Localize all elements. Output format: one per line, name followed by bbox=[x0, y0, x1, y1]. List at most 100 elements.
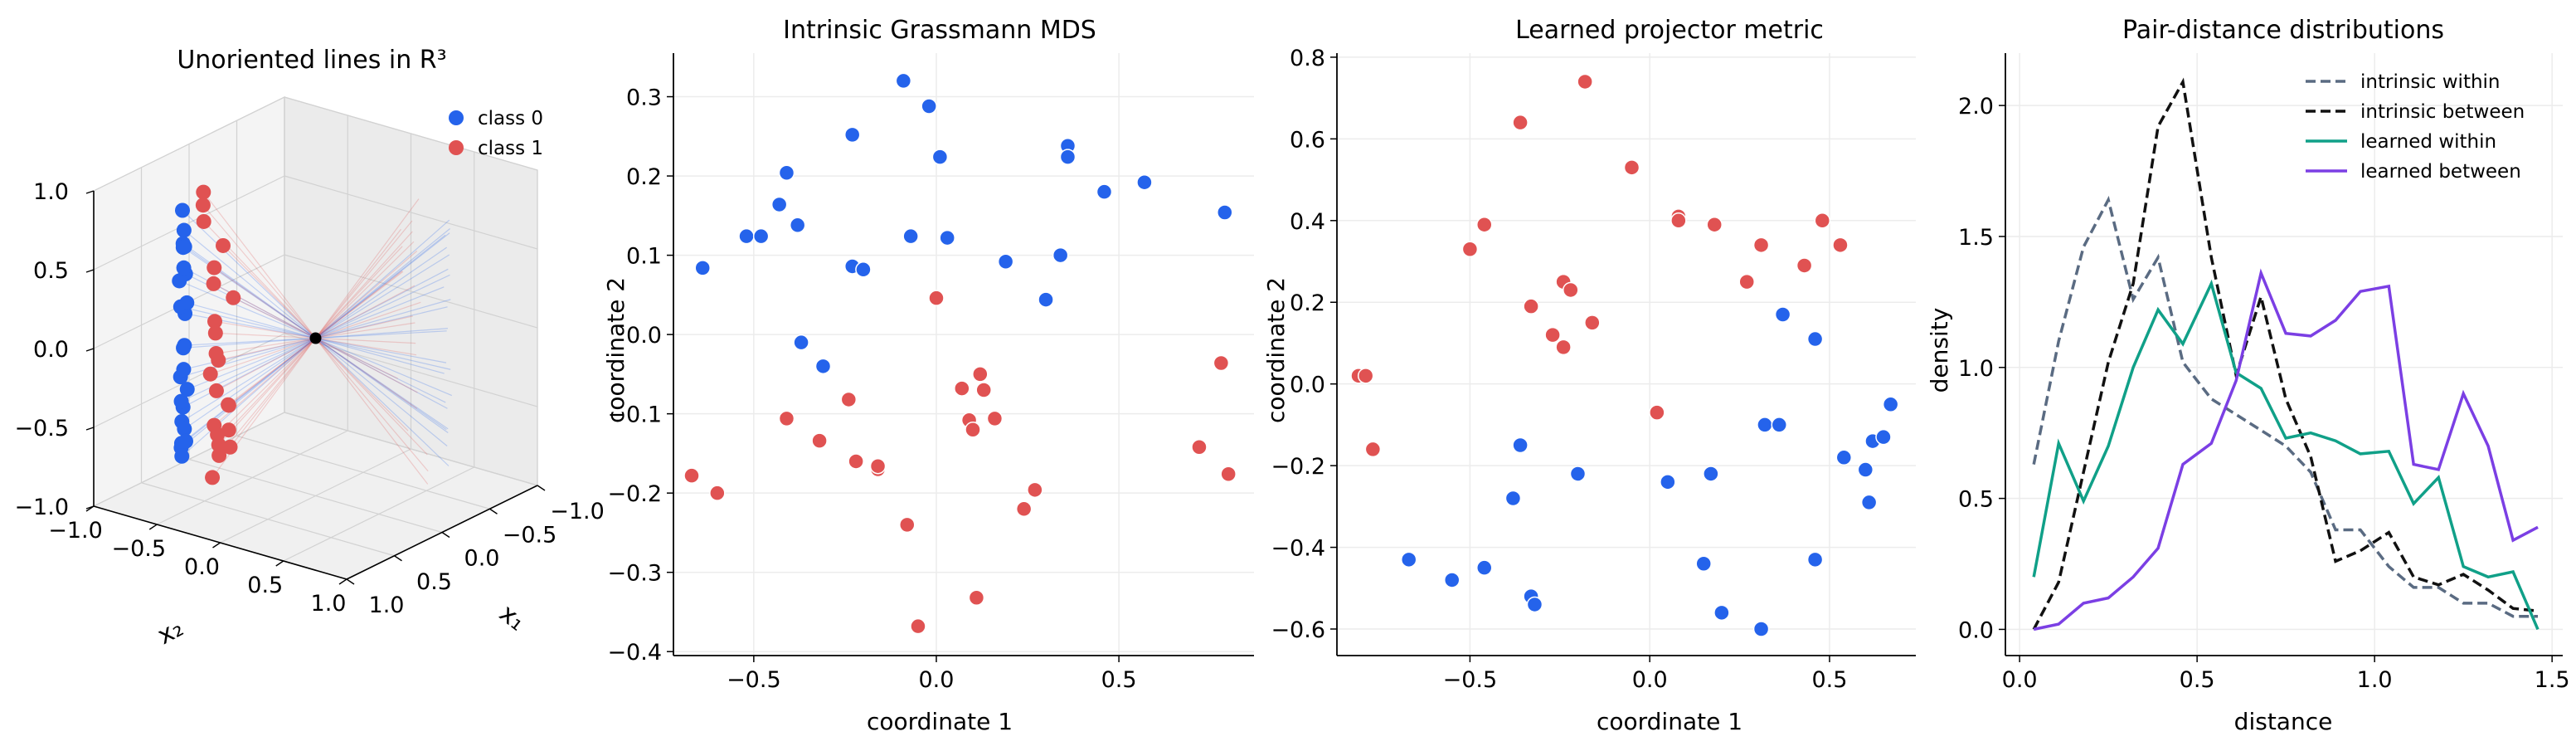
tick-label-x1: 0.5 bbox=[416, 569, 452, 595]
point-class-0 bbox=[778, 164, 795, 181]
point-class-1 bbox=[211, 447, 227, 463]
tick-z bbox=[85, 427, 95, 431]
ytick-label: 0.2 bbox=[626, 164, 662, 190]
tick-x2 bbox=[212, 542, 221, 549]
panel-2-xlabel: coordinate 1 bbox=[867, 708, 1013, 735]
ytick-label: 0.6 bbox=[1290, 127, 1325, 153]
series-line-learned-between bbox=[2033, 268, 2539, 632]
point-class-1 bbox=[208, 383, 224, 398]
point-class-0 bbox=[1136, 173, 1153, 191]
point-class-0 bbox=[855, 261, 872, 278]
ytick-label: 0.3 bbox=[626, 85, 662, 111]
point-class-0 bbox=[1757, 417, 1773, 433]
legend-label: class 0 bbox=[478, 108, 543, 129]
tick-x2 bbox=[338, 578, 348, 585]
legend-label: intrinsic between bbox=[2360, 101, 2525, 123]
point-class-0 bbox=[752, 227, 770, 245]
ytick-label: −0.1 bbox=[607, 402, 662, 428]
point-class-1 bbox=[1814, 212, 1831, 229]
tick-x1 bbox=[537, 485, 546, 491]
point-class-0 bbox=[1774, 306, 1791, 323]
point-class-1 bbox=[1649, 404, 1665, 421]
point-class-1 bbox=[1563, 281, 1579, 299]
point-class-1 bbox=[1213, 354, 1230, 372]
origin-point bbox=[309, 332, 322, 344]
point-class-1 bbox=[1461, 241, 1479, 258]
point-class-0 bbox=[1512, 436, 1529, 454]
point-class-1 bbox=[840, 391, 858, 408]
grid-3d bbox=[236, 435, 490, 510]
point-class-0 bbox=[172, 273, 187, 289]
point-class-0 bbox=[179, 382, 195, 397]
tick-label-x1: −1.0 bbox=[550, 499, 605, 524]
point-class-0 bbox=[173, 393, 189, 409]
ytick-label: 0.8 bbox=[1290, 46, 1325, 71]
xtick-label: 0.0 bbox=[1632, 667, 1668, 693]
point-class-1 bbox=[1544, 326, 1561, 344]
panel-1-title: Unoriented lines in R³ bbox=[177, 46, 446, 75]
point-class-1 bbox=[1523, 298, 1539, 315]
tick-label-z: 0.0 bbox=[33, 337, 69, 363]
tick-z bbox=[85, 190, 95, 194]
point-class-1 bbox=[1555, 339, 1572, 356]
point-class-0 bbox=[177, 338, 192, 354]
point-class-1 bbox=[1512, 114, 1529, 131]
tick-label-x1: 0.0 bbox=[464, 546, 500, 572]
point-class-0 bbox=[1857, 461, 1874, 478]
panel-1-xlabel: x₁ bbox=[493, 599, 531, 637]
point-class-0 bbox=[997, 253, 1014, 270]
point-class-1 bbox=[1670, 212, 1687, 229]
point-class-0 bbox=[176, 260, 192, 276]
tick-label-x2: 1.0 bbox=[311, 591, 347, 617]
point-class-1 bbox=[778, 410, 795, 427]
panel-3-ylabel: coordinate 2 bbox=[1262, 277, 1290, 423]
ytick-label: 1.0 bbox=[1958, 356, 1994, 382]
tick-label-x2: −0.5 bbox=[111, 536, 166, 562]
ytick-label: 2.0 bbox=[1958, 94, 1994, 119]
point-class-1 bbox=[986, 410, 1004, 427]
grid-3d bbox=[93, 175, 285, 271]
tick-x2 bbox=[275, 560, 284, 567]
xtick-label: −0.5 bbox=[727, 667, 781, 693]
grid-3d bbox=[284, 96, 538, 171]
series-line-intrinsic-within bbox=[2032, 195, 2538, 618]
point-class-1 bbox=[1577, 73, 1593, 90]
point-class-1 bbox=[1357, 368, 1374, 384]
grid-3d bbox=[284, 175, 538, 250]
grid-3d bbox=[284, 254, 538, 329]
point-class-1 bbox=[211, 437, 226, 453]
point-class-1 bbox=[899, 516, 916, 534]
point-class-1 bbox=[206, 276, 221, 291]
xtick-label: 0.0 bbox=[919, 667, 955, 693]
point-class-0 bbox=[177, 421, 192, 436]
tick-label-x1: 1.0 bbox=[369, 593, 405, 618]
point-class-1 bbox=[202, 366, 218, 382]
tick-z bbox=[85, 348, 95, 352]
point-class-1 bbox=[1015, 500, 1033, 518]
point-class-1 bbox=[1796, 257, 1813, 274]
ytick-label: −0.4 bbox=[1271, 536, 1325, 562]
tick-x1 bbox=[346, 578, 355, 585]
panel-3-xlabel: coordinate 1 bbox=[1597, 708, 1742, 735]
tick-z bbox=[85, 505, 95, 510]
point-class-0 bbox=[1569, 466, 1587, 482]
xtick-label: 0.0 bbox=[2002, 667, 2038, 693]
point-class-1 bbox=[1623, 159, 1640, 176]
ytick-label: 1.5 bbox=[1958, 225, 1994, 251]
point-class-1 bbox=[1832, 237, 1849, 254]
grid-3d bbox=[284, 412, 538, 486]
point-class-1 bbox=[221, 422, 236, 438]
point-class-1 bbox=[972, 366, 989, 383]
point-class-1 bbox=[954, 380, 970, 397]
point-class-0 bbox=[1752, 621, 1770, 637]
panel-pair-distance: Pair-distance distributions distance den… bbox=[1926, 16, 2570, 735]
point-class-1 bbox=[1706, 216, 1723, 233]
point-class-0 bbox=[1875, 428, 1892, 446]
point-class-0 bbox=[176, 222, 192, 238]
legend-label: class 1 bbox=[478, 138, 543, 159]
ytick-label: 0.4 bbox=[1290, 209, 1325, 235]
point-class-0 bbox=[921, 98, 937, 115]
tick-label-x2: 0.5 bbox=[247, 573, 283, 598]
ytick-label: −0.2 bbox=[1271, 454, 1325, 480]
